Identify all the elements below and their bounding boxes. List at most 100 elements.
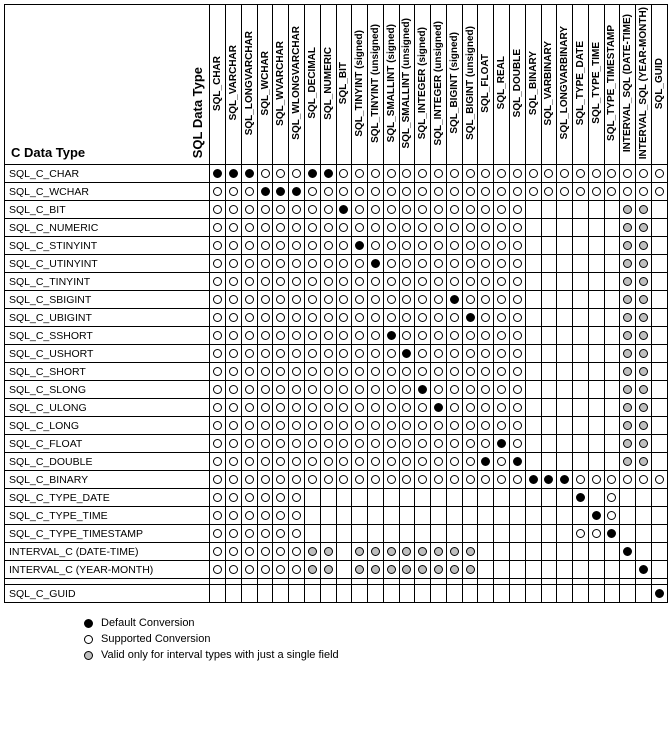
- matrix-cell: [289, 219, 305, 237]
- matrix-cell: [446, 561, 462, 579]
- matrix-cell: [257, 561, 273, 579]
- dot-supported-icon: [513, 277, 522, 286]
- matrix-cell: [604, 399, 620, 417]
- dot-supported-icon: [324, 205, 333, 214]
- axis-corner: SQL Data Type C Data Type: [5, 5, 210, 165]
- dot-valid-icon: [466, 547, 475, 556]
- dot-supported-icon: [292, 475, 301, 484]
- matrix-cell: [241, 489, 257, 507]
- dot-supported-icon: [434, 223, 443, 232]
- dot-supported-icon: [355, 439, 364, 448]
- matrix-cell: [509, 525, 525, 543]
- matrix-cell: [525, 165, 541, 183]
- matrix-cell: [446, 273, 462, 291]
- dot-supported-icon: [245, 547, 254, 556]
- col-header: SQL_INTEGER (unsigned): [431, 5, 447, 165]
- matrix-cell: [478, 327, 494, 345]
- dot-supported-icon: [371, 313, 380, 322]
- dot-supported-icon: [450, 205, 459, 214]
- dot-supported-icon: [497, 403, 506, 412]
- matrix-cell: [651, 585, 667, 603]
- row-header: SQL_C_TINYINT: [5, 273, 210, 291]
- matrix-cell: [257, 525, 273, 543]
- matrix-cell: [336, 381, 352, 399]
- matrix-cell: [431, 183, 447, 201]
- dot-supported-icon: [434, 313, 443, 322]
- dot-supported-icon: [339, 223, 348, 232]
- dot-valid-icon: [466, 565, 475, 574]
- matrix-cell: [478, 381, 494, 399]
- col-header: SQL_TINYINT (signed): [352, 5, 368, 165]
- matrix-cell: [210, 327, 226, 345]
- matrix-cell: [588, 345, 604, 363]
- matrix-cell: [368, 381, 384, 399]
- matrix-cell: [462, 435, 478, 453]
- dot-supported-icon: [276, 277, 285, 286]
- dot-default-icon: [655, 589, 664, 598]
- matrix-cell: [573, 255, 589, 273]
- matrix-cell: [588, 219, 604, 237]
- matrix-cell: [399, 543, 415, 561]
- dot-supported-icon: [324, 403, 333, 412]
- matrix-cell: [525, 381, 541, 399]
- dot-supported-icon: [292, 565, 301, 574]
- dot-supported-icon: [276, 565, 285, 574]
- matrix-cell: [557, 435, 573, 453]
- matrix-cell: [462, 255, 478, 273]
- dot-supported-icon: [324, 277, 333, 286]
- matrix-cell: [399, 525, 415, 543]
- dot-supported-icon: [434, 475, 443, 484]
- row-header: SQL_C_USHORT: [5, 345, 210, 363]
- dot-supported-icon: [402, 277, 411, 286]
- matrix-cell: [415, 183, 431, 201]
- matrix-cell: [352, 489, 368, 507]
- dot-supported-icon: [387, 403, 396, 412]
- dot-supported-icon: [576, 475, 585, 484]
- matrix-cell: [210, 543, 226, 561]
- matrix-cell: [478, 219, 494, 237]
- matrix-cell: [320, 435, 336, 453]
- matrix-cell: [336, 183, 352, 201]
- matrix-cell: [541, 435, 557, 453]
- matrix-cell: [431, 237, 447, 255]
- matrix-cell: [604, 417, 620, 435]
- matrix-cell: [462, 363, 478, 381]
- matrix-cell: [620, 561, 636, 579]
- dot-supported-icon: [481, 331, 490, 340]
- matrix-cell: [431, 273, 447, 291]
- matrix-cell: [226, 453, 242, 471]
- row-header: SQL_C_SHORT: [5, 363, 210, 381]
- dot-supported-icon: [466, 277, 475, 286]
- dot-supported-icon: [261, 511, 270, 520]
- matrix-cell: [257, 585, 273, 603]
- matrix-cell: [651, 543, 667, 561]
- matrix-cell: [399, 435, 415, 453]
- dot-supported-icon: [402, 331, 411, 340]
- matrix-cell: [588, 417, 604, 435]
- matrix-cell: [525, 561, 541, 579]
- matrix-cell: [588, 381, 604, 399]
- matrix-cell: [241, 561, 257, 579]
- matrix-cell: [257, 507, 273, 525]
- dot-supported-icon: [261, 205, 270, 214]
- dot-supported-icon: [229, 295, 238, 304]
- dot-valid-icon: [639, 331, 648, 340]
- matrix-cell: [383, 417, 399, 435]
- matrix-cell: [210, 291, 226, 309]
- matrix-cell: [588, 507, 604, 525]
- matrix-cell: [305, 435, 321, 453]
- matrix-cell: [352, 435, 368, 453]
- matrix-cell: [383, 381, 399, 399]
- matrix-cell: [636, 525, 652, 543]
- col-header: SQL_TINYINT (unsigned): [368, 5, 384, 165]
- matrix-cell: [257, 255, 273, 273]
- matrix-cell: [352, 291, 368, 309]
- matrix-cell: [210, 201, 226, 219]
- matrix-cell: [557, 201, 573, 219]
- dot-supported-icon: [339, 457, 348, 466]
- dot-supported-icon: [513, 295, 522, 304]
- matrix-cell: [446, 489, 462, 507]
- matrix-cell: [210, 417, 226, 435]
- matrix-cell: [415, 345, 431, 363]
- matrix-cell: [383, 273, 399, 291]
